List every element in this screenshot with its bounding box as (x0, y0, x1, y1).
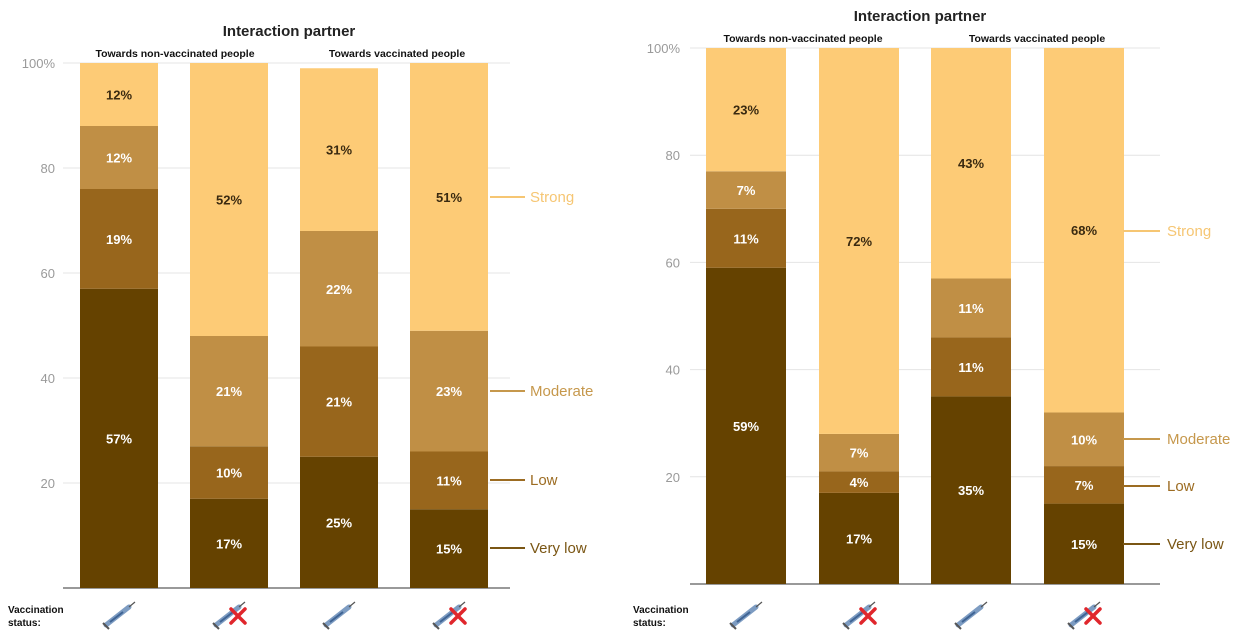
legend-label-low: Low (530, 472, 558, 489)
y-tick-label: 100% (647, 41, 681, 56)
y-tick-label: 40 (666, 363, 680, 378)
syringe-needle (1094, 602, 1100, 607)
data-label: 10% (1071, 432, 1097, 447)
data-label: 11% (958, 301, 984, 316)
legend-label-low: Low (1167, 478, 1195, 495)
data-label: 15% (1071, 537, 1097, 552)
syringe-icon (103, 602, 135, 629)
syringe-needle (459, 602, 465, 607)
data-label: 11% (733, 231, 759, 246)
group-label: Towards non-vaccinated people (95, 48, 254, 60)
data-label: 10% (216, 466, 242, 481)
chart-panel-1: 20 40 60 80 100% 57% 19% 12% 12% 17% 10% 21% 52% 25% 2… (8, 23, 593, 629)
y-tick-label: 100% (22, 56, 56, 71)
y-tick-label: 80 (41, 161, 55, 176)
y-tick-label: 60 (41, 266, 55, 281)
data-label: 7% (737, 183, 756, 198)
legend-label-strong: Strong (1167, 223, 1211, 240)
data-label: 43% (958, 156, 984, 171)
legend-label-moderate: Moderate (530, 383, 593, 400)
chart-title: Interaction partner (854, 8, 987, 25)
syringe-needle (129, 602, 135, 607)
vaccination-status-line: Vaccination (633, 605, 689, 616)
legend-label-moderate: Moderate (1167, 431, 1230, 448)
syringe-needle (869, 602, 875, 607)
syringe-icon (730, 602, 762, 629)
data-label: 22% (326, 282, 352, 297)
syringe-needle (756, 602, 762, 607)
group-label: Towards non-vaccinated people (723, 33, 882, 45)
syringe-icon (323, 602, 355, 629)
data-label: 31% (326, 143, 352, 158)
group-label: Towards vaccinated people (329, 48, 466, 60)
data-label: 57% (106, 431, 132, 446)
syringe-needle (981, 602, 987, 607)
chart-panel-2: 20 40 60 80 100% 59% 11% 7% 23% 17% 4% 7% 72% 35% 11% 1… (633, 8, 1230, 629)
data-label: 7% (1075, 478, 1094, 493)
data-label: 23% (436, 384, 462, 399)
syringe-needle (239, 602, 245, 607)
y-tick-label: 80 (666, 148, 680, 163)
syringe-icon (955, 602, 987, 629)
legend-label-very-low: Very low (1167, 536, 1224, 553)
syringe-fluid (737, 612, 750, 622)
vaccination-status-line: status: (8, 618, 41, 629)
chart-title: Interaction partner (223, 23, 356, 40)
data-label: 59% (733, 419, 759, 434)
data-label: 15% (436, 542, 462, 557)
vaccination-status-line: status: (633, 618, 666, 629)
data-label: 21% (216, 384, 242, 399)
data-label: 72% (846, 234, 872, 249)
syringe-fluid (110, 612, 123, 622)
data-label: 7% (850, 446, 869, 461)
data-label: 23% (733, 103, 759, 118)
syringe-fluid (330, 612, 343, 622)
data-label: 52% (216, 193, 242, 208)
syringe-crossed-icon (843, 602, 875, 629)
data-label: 12% (106, 88, 132, 103)
vaccination-status-line: Vaccination (8, 605, 64, 616)
vaccination-status-label: Vaccination status: (8, 605, 64, 629)
data-label: 51% (436, 190, 462, 205)
data-label: 12% (106, 151, 132, 166)
data-label: 25% (326, 515, 352, 530)
y-tick-label: 20 (41, 476, 55, 491)
group-label: Towards vaccinated people (969, 33, 1106, 45)
data-label: 68% (1071, 223, 1097, 238)
syringe-crossed-icon (1068, 602, 1100, 629)
syringe-crossed-icon (433, 602, 465, 629)
y-tick-label: 20 (666, 470, 680, 485)
vaccination-status-label: Vaccination status: (633, 605, 689, 629)
syringe-needle (349, 602, 355, 607)
data-label: 17% (846, 531, 872, 546)
y-tick-label: 40 (41, 371, 55, 386)
y-tick-label: 60 (666, 255, 680, 270)
data-label: 4% (850, 475, 869, 490)
legend-label-very-low: Very low (530, 540, 587, 557)
data-label: 21% (326, 395, 352, 410)
data-label: 11% (958, 360, 984, 375)
syringe-fluid (962, 612, 975, 622)
data-label: 17% (216, 536, 242, 551)
legend-label-strong: Strong (530, 189, 574, 206)
syringe-crossed-icon (213, 602, 245, 629)
data-label: 19% (106, 232, 132, 247)
data-label: 35% (958, 483, 984, 498)
data-label: 11% (436, 473, 462, 488)
